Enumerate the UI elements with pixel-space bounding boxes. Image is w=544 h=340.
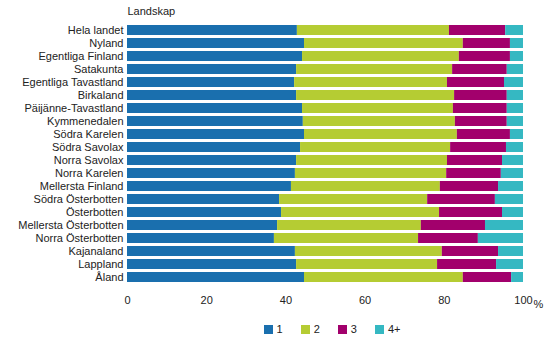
svg-text:Kymmenedalen: Kymmenedalen [47,115,123,127]
svg-text:Nyland: Nyland [89,37,123,49]
svg-text:Lappland: Lappland [78,258,123,270]
svg-text:Egentliga Tavastland: Egentliga Tavastland [22,76,123,88]
svg-text:Norra Österbotten: Norra Österbotten [35,232,123,244]
svg-text:Landskap: Landskap [128,5,176,17]
svg-text:Birkaland: Birkaland [78,89,124,101]
svg-text:Södra Österbotten: Södra Österbotten [34,193,124,205]
html-text:3: 3 [350,323,357,335]
html-text:4+: 4+ [387,323,401,335]
svg-text:%: % [534,298,544,310]
svg-text:100: 100 [514,294,532,306]
svg-text:60: 60 [359,294,371,306]
svg-text:20: 20 [201,294,213,306]
svg-text:Mellersta Österbotten: Mellersta Österbotten [18,219,123,231]
svg-text:Södra Karelen: Södra Karelen [53,128,123,140]
svg-text:Egentliga Finland: Egentliga Finland [38,50,123,62]
html-text:2: 2 [313,323,320,335]
svg-text:40: 40 [280,294,292,306]
svg-text:Södra Savolax: Södra Savolax [52,141,124,153]
svg-text:Norra Karelen: Norra Karelen [55,167,123,179]
svg-text:Norra Savolax: Norra Savolax [54,154,124,166]
svg-text:80: 80 [438,294,450,306]
svg-text:Päijänne-Tavastland: Päijänne-Tavastland [24,102,123,114]
html-text:1: 1 [276,323,283,335]
svg-text:Hela landet: Hela landet [68,24,124,36]
svg-text:Satakunta: Satakunta [74,63,124,75]
svg-text:Kajanaland: Kajanaland [68,245,123,257]
svg-text:0: 0 [124,294,130,306]
svg-text:Österbotten: Österbotten [66,206,123,218]
svg-text:Mellersta Finland: Mellersta Finland [40,180,124,192]
svg-text:Åland: Åland [95,271,123,283]
